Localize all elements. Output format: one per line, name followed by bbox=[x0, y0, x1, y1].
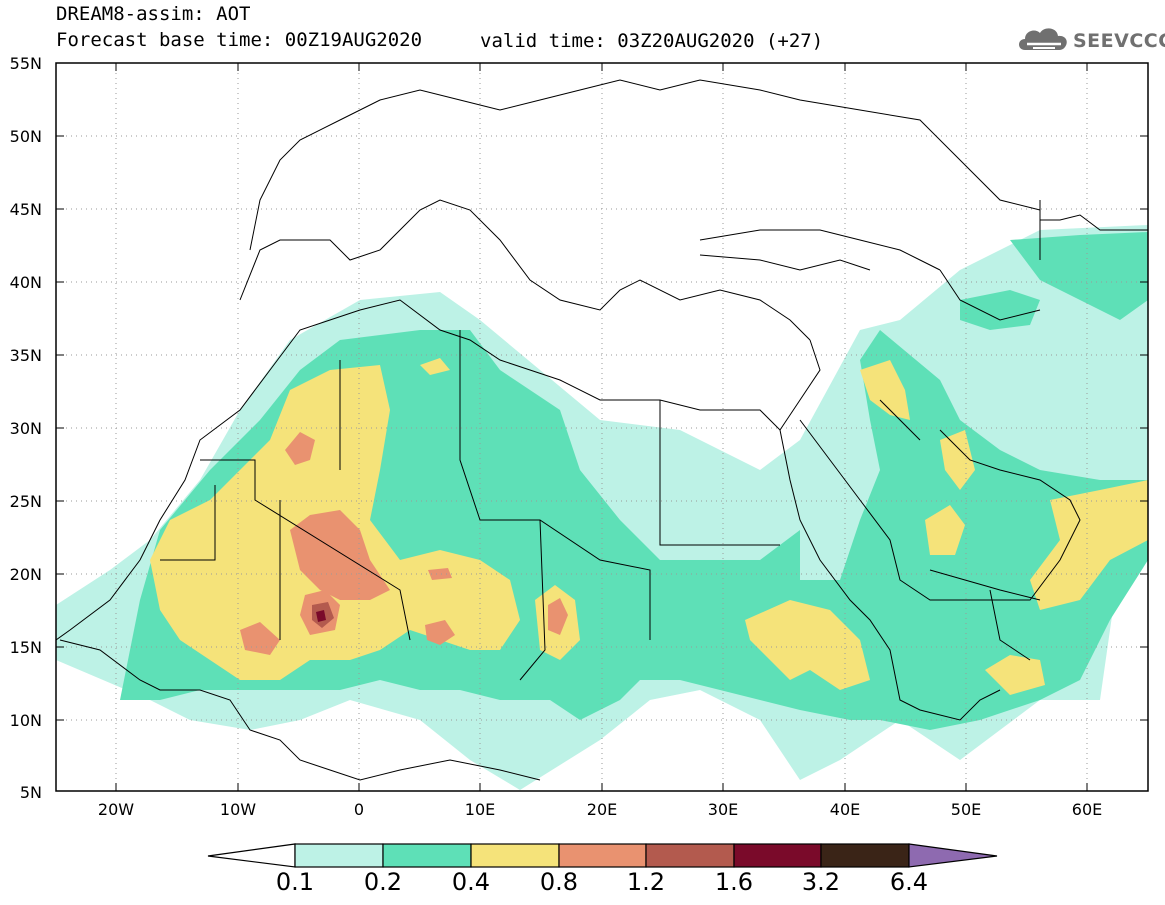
aot-band-0.4-gulf bbox=[940, 430, 975, 490]
aot-band-0.4-arabia bbox=[925, 505, 965, 555]
lat-label-25n: 25N bbox=[9, 492, 42, 511]
aot-band-0.4-yemen bbox=[985, 655, 1045, 695]
map-title: DREAM8-assim: AOT bbox=[56, 3, 251, 25]
aot-band-0.4-iraq bbox=[860, 360, 910, 420]
lat-label-30n: 30N bbox=[9, 419, 42, 438]
colorbar-label-1.2: 1.2 bbox=[626, 868, 666, 896]
lat-label-20n: 20N bbox=[9, 565, 42, 584]
colorbar-label-0.2: 0.2 bbox=[363, 868, 403, 896]
aot-band-0.4-ethiopia bbox=[745, 600, 870, 690]
aot-band-0.8-d bbox=[240, 622, 280, 655]
lon-label-50e: 50E bbox=[950, 800, 982, 819]
aot-band-0.2-caspian bbox=[960, 290, 1040, 330]
colorbar-label-1.6: 1.6 bbox=[714, 868, 754, 896]
lat-label-10n: 10N bbox=[9, 711, 42, 730]
colorbar-label-0.1: 0.1 bbox=[275, 868, 315, 896]
axis-ticks bbox=[56, 62, 1148, 791]
colorbar-label-3.2: 3.2 bbox=[801, 868, 841, 896]
lat-label-45n: 45N bbox=[9, 200, 42, 219]
lon-label-30e: 30E bbox=[707, 800, 739, 819]
colorbar-label-0.4: 0.4 bbox=[451, 868, 491, 896]
coastlines bbox=[56, 79, 1148, 781]
lon-label-60e: 60E bbox=[1071, 800, 1103, 819]
lat-label-15n: 15N bbox=[9, 638, 42, 657]
lon-label-20w: 20W bbox=[97, 800, 135, 819]
lon-label-0: 0 bbox=[353, 800, 365, 819]
aot-band-0.8 bbox=[290, 510, 390, 600]
lat-label-5n: 5N bbox=[19, 783, 42, 802]
logo-text: SEEVCCC bbox=[1073, 30, 1165, 52]
valid-time: valid time: 03Z20AUG2020 (+27) bbox=[480, 30, 824, 52]
forecast-base-time: Forecast base time: 00Z19AUG2020 bbox=[56, 29, 423, 51]
aot-band-0.8-e bbox=[425, 620, 455, 645]
cloud-icon bbox=[1019, 28, 1067, 50]
colorbar-label-0.8: 0.8 bbox=[539, 868, 579, 896]
aot-band-0.8-g bbox=[428, 568, 452, 580]
colorbar-label-6.4: 6.4 bbox=[889, 868, 929, 896]
lat-label-50n: 50N bbox=[9, 127, 42, 146]
lon-label-10e: 10E bbox=[464, 800, 496, 819]
aot-field bbox=[56, 225, 1148, 790]
aot-band-0.2-east bbox=[1010, 232, 1148, 320]
aot-band-0.4-libya bbox=[420, 358, 450, 375]
aot-band-0.8-b bbox=[285, 432, 315, 465]
lon-label-20e: 20E bbox=[586, 800, 618, 819]
aot-band-0.4-oman bbox=[1030, 480, 1148, 610]
aot-band-1.6 bbox=[316, 610, 326, 622]
lon-label-10w: 10W bbox=[219, 800, 257, 819]
lon-label-40e: 40E bbox=[829, 800, 861, 819]
lat-label-55n: 55N bbox=[9, 54, 42, 73]
lat-label-35n: 35N bbox=[9, 346, 42, 365]
grid-lines bbox=[56, 63, 1148, 791]
aot-band-0.8-f bbox=[548, 598, 568, 635]
lat-label-40n: 40N bbox=[9, 273, 42, 292]
seevccc-logo: SEEVCCC bbox=[1015, 22, 1165, 58]
